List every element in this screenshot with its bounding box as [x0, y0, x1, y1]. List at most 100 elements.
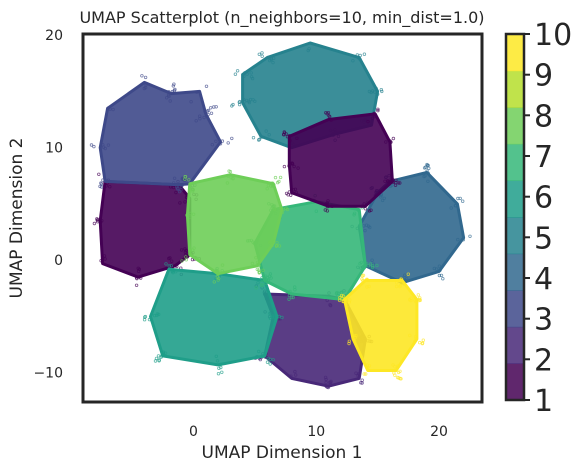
data-point: [437, 273, 442, 278]
data-point: [287, 133, 292, 138]
data-point: [343, 299, 347, 303]
data-point: [170, 91, 175, 95]
data-point: [274, 244, 279, 248]
data-point: [367, 209, 372, 213]
data-point: [171, 185, 176, 190]
data-point: [216, 278, 220, 282]
data-point: [218, 362, 223, 367]
cluster-9: [337, 272, 425, 381]
colorbar-segment: [506, 253, 524, 291]
data-point: [364, 372, 368, 376]
data-point: [137, 275, 142, 279]
data-point: [175, 264, 179, 269]
data-point: [164, 262, 168, 266]
y-axis-label: UMAP Dimension 2: [7, 138, 27, 299]
data-point: [356, 372, 361, 376]
colorbar-segment: [506, 363, 524, 401]
data-point: [106, 106, 110, 110]
data-point: [268, 362, 272, 366]
x-tick-label: 0: [189, 424, 198, 440]
data-point: [413, 339, 417, 344]
data-point: [105, 179, 109, 183]
data-point: [408, 333, 412, 338]
data-point: [257, 52, 261, 56]
data-point: [396, 364, 400, 368]
data-point: [277, 314, 281, 319]
data-point: [375, 263, 379, 268]
data-point: [264, 281, 268, 285]
data-point: [250, 261, 255, 266]
data-point: [461, 199, 465, 203]
data-point: [197, 114, 202, 118]
data-point: [388, 139, 392, 143]
data-point: [144, 83, 148, 87]
data-point: [225, 181, 230, 185]
data-point: [356, 56, 360, 60]
colorbar-segment: [506, 34, 524, 72]
data-point: [287, 297, 291, 301]
data-point: [379, 87, 383, 92]
data-point: [183, 250, 188, 254]
data-point: [216, 269, 220, 274]
data-point: [287, 190, 292, 194]
data-point: [353, 339, 357, 343]
data-point: [325, 203, 329, 207]
data-point: [97, 172, 101, 176]
data-point: [251, 135, 256, 140]
data-point: [425, 162, 429, 167]
data-point: [351, 59, 355, 63]
data-point: [206, 112, 210, 117]
data-point: [108, 184, 112, 189]
data-point: [363, 207, 368, 211]
data-point: [287, 164, 291, 168]
data-point: [189, 99, 193, 104]
data-point: [376, 108, 380, 113]
data-point: [216, 276, 221, 281]
data-point: [191, 212, 196, 216]
data-point: [266, 55, 270, 60]
data-point: [376, 107, 380, 111]
colorbar-segment: [506, 326, 524, 364]
data-point: [235, 69, 240, 73]
data-point: [324, 377, 328, 382]
data-point: [266, 279, 270, 283]
data-point: [168, 256, 172, 260]
data-point: [306, 48, 310, 53]
data-point: [391, 363, 395, 367]
data-point: [295, 136, 299, 140]
data-point: [183, 247, 187, 251]
colorbar-tick-label: 7: [534, 140, 553, 175]
data-point: [441, 277, 445, 281]
data-point: [264, 129, 268, 133]
data-point: [243, 100, 247, 104]
data-point: [356, 208, 360, 212]
data-point: [461, 237, 465, 242]
data-point: [423, 165, 428, 169]
data-point: [324, 202, 329, 206]
data-point: [391, 180, 396, 184]
data-point: [372, 111, 376, 115]
data-point: [288, 289, 292, 294]
data-point: [360, 204, 364, 208]
cluster-region: [98, 80, 222, 187]
data-point: [278, 175, 283, 180]
data-point: [368, 262, 373, 266]
data-point: [226, 141, 230, 145]
data-point: [358, 262, 362, 266]
data-point: [103, 257, 107, 261]
data-point: [468, 234, 472, 238]
data-point: [216, 372, 221, 376]
data-point: [99, 185, 104, 189]
data-point: [247, 100, 252, 105]
data-point: [169, 264, 173, 268]
data-point: [272, 207, 277, 212]
data-point: [329, 379, 333, 384]
data-point: [376, 92, 380, 96]
data-point: [208, 106, 213, 110]
data-point: [398, 278, 402, 282]
data-point: [134, 283, 139, 287]
data-point: [167, 264, 171, 268]
data-point: [395, 281, 399, 285]
data-point: [257, 264, 261, 268]
cluster-3: [89, 74, 234, 194]
